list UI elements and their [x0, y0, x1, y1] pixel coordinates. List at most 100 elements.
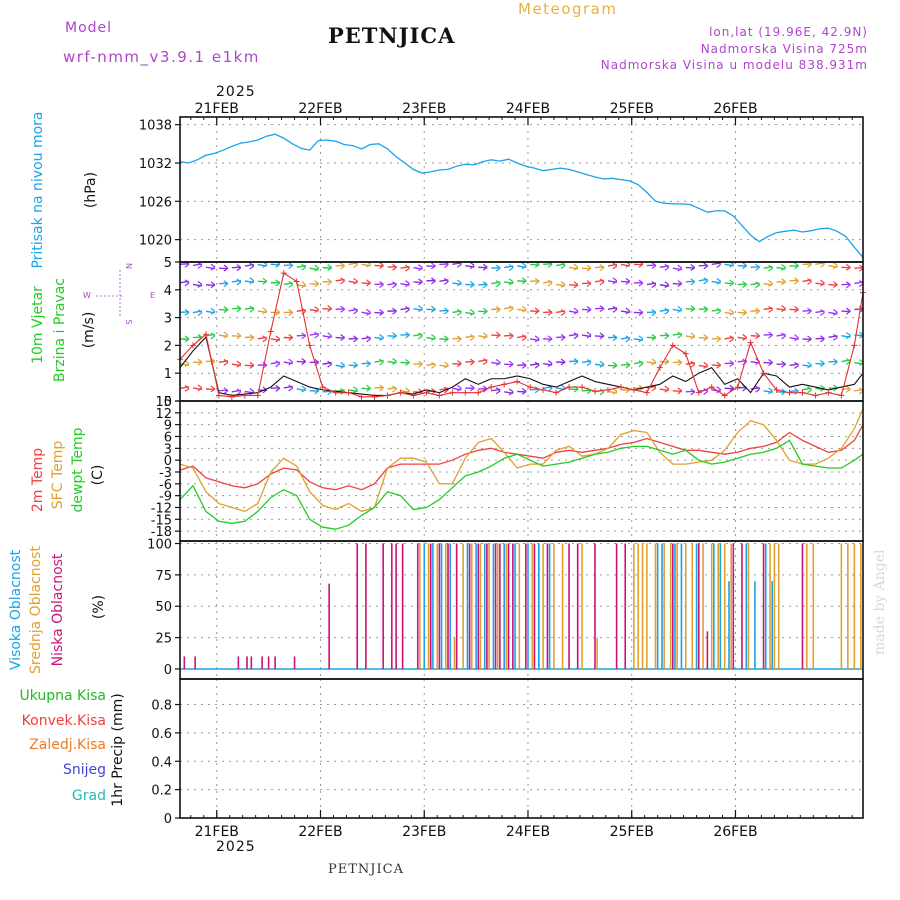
wind-arrowhead: [469, 280, 475, 288]
wind-arrowhead: [236, 264, 242, 272]
wind-arrowhead: [625, 335, 631, 343]
wind-arrowhead: [223, 331, 229, 339]
clouds-ytick-label: 100: [147, 538, 172, 553]
wind-arrowhead: [729, 335, 735, 343]
x-day-label-bottom: 23FEB: [402, 824, 446, 840]
wind-arrowhead: [366, 308, 371, 316]
model-label: Model: [65, 20, 113, 36]
wind-arrowhead: [586, 305, 592, 313]
pressure-line: [179, 133, 864, 258]
wind-arrowhead: [846, 263, 851, 271]
wind-arrowhead: [638, 335, 644, 343]
lonlat-label: lon,lat (19.96E, 42.9N): [709, 25, 868, 39]
wind-arrowhead: [379, 358, 384, 366]
wind-arrowhead: [833, 308, 838, 316]
wind-ytick-label: 0: [164, 395, 172, 410]
wind-arrowhead: [444, 277, 449, 285]
compass-cross: [96, 270, 122, 316]
wind-gust-point: [656, 364, 663, 371]
wind-arrowhead: [288, 334, 294, 341]
wind-arrowhead: [431, 361, 436, 369]
year-bottom-label: 2025: [216, 839, 256, 855]
wind-arrowhead: [638, 360, 644, 368]
wind-arrowhead: [456, 360, 462, 368]
wind-arrowhead: [820, 360, 825, 367]
temperature-ytick-label: 0: [164, 454, 172, 469]
x-day-label-top: 23FEB: [402, 101, 446, 117]
wind-arrowhead: [444, 307, 449, 315]
wind-gust-point: [345, 389, 352, 396]
wind-gust-point: [566, 384, 573, 391]
wind-arrowhead: [495, 358, 501, 366]
wind-arrowhead: [327, 305, 333, 313]
precip-ylabel: 1hr Precip (mm): [110, 693, 126, 806]
wind-arrowhead: [249, 262, 255, 270]
wind-arrowhead: [846, 281, 851, 289]
temp-sfc-line: [179, 408, 864, 513]
wind-arrowhead: [197, 358, 203, 366]
x-day-label-bottom: 21FEB: [195, 824, 239, 840]
wind-arrowhead: [807, 361, 812, 369]
wind-arrowhead: [820, 335, 825, 343]
precip-legend-item: Snijeg: [63, 762, 106, 778]
wind-arrowhead: [431, 262, 436, 270]
wind-arrowhead: [690, 305, 696, 313]
wind-arrowhead: [353, 307, 358, 315]
temperature-ytick-label: -6: [159, 478, 172, 493]
wind-arrowhead: [184, 335, 190, 343]
wind-arrowhead: [547, 279, 553, 287]
wind-arrowhead: [405, 280, 410, 288]
wind-arrowhead: [418, 264, 423, 272]
wind-arrowhead: [366, 335, 371, 343]
wind-ylabel-2: Brzina i Pravac: [52, 278, 68, 382]
wind-arrowhead: [560, 358, 566, 366]
wind-arrowhead: [794, 277, 799, 285]
pressure-ytick-label: 1038: [139, 119, 172, 134]
wind-frame: [179, 261, 864, 402]
wind-arrowhead: [703, 334, 709, 342]
elevation-label: Nadmorska Visina 725m: [700, 42, 868, 56]
wind-arrowhead: [210, 281, 216, 289]
wind-arrowhead: [560, 262, 566, 270]
wind-arrowhead: [301, 281, 307, 289]
wind-arrowhead: [638, 308, 644, 316]
wind-arrowhead: [716, 361, 722, 369]
wind-gust-point: [215, 392, 222, 399]
wind-gust-point: [436, 392, 443, 399]
clouds-frame: [179, 540, 864, 680]
wind-arrowhead: [534, 335, 540, 343]
wind-gust-point: [630, 386, 637, 393]
wind-unit: (m/s): [81, 312, 97, 349]
wind-arrowhead: [508, 264, 514, 272]
wind-arrowhead: [742, 333, 747, 341]
wind-gust-point: [773, 386, 780, 393]
wind-arrowhead: [197, 309, 203, 317]
wind-gust-point: [462, 389, 469, 396]
wind-arrowhead: [742, 262, 747, 270]
wind-arrowhead: [301, 385, 307, 393]
wind-arrowhead: [301, 263, 307, 271]
wind-arrowhead: [560, 281, 566, 288]
wind-arrowhead: [236, 332, 242, 340]
temperature-ytick-label: 12: [155, 407, 172, 422]
wind-arrowhead: [625, 361, 631, 369]
wind-arrowhead: [586, 359, 592, 366]
wind-arrowhead: [482, 358, 488, 365]
wind-arrowhead: [353, 386, 358, 394]
wind-arrowhead: [521, 387, 527, 395]
wind-arrowhead: [210, 307, 216, 315]
wind-arrowhead: [508, 305, 514, 313]
wind-arrowhead: [690, 332, 696, 340]
wind-ylabel-1: 10m Vjetar: [30, 286, 46, 364]
wind-gust-point: [319, 384, 326, 391]
temperature-frame: [179, 400, 864, 542]
wind-gust-line: [179, 272, 864, 398]
wind-gust-point: [682, 350, 689, 357]
wind-gust-point: [189, 342, 196, 349]
wind-gust-point: [267, 328, 274, 335]
wind-arrowhead: [846, 385, 851, 393]
wind-arrowhead: [379, 280, 384, 288]
wind-arrowhead: [249, 361, 255, 369]
wind-arrowhead: [703, 361, 709, 369]
wind-arrowhead: [573, 358, 579, 365]
